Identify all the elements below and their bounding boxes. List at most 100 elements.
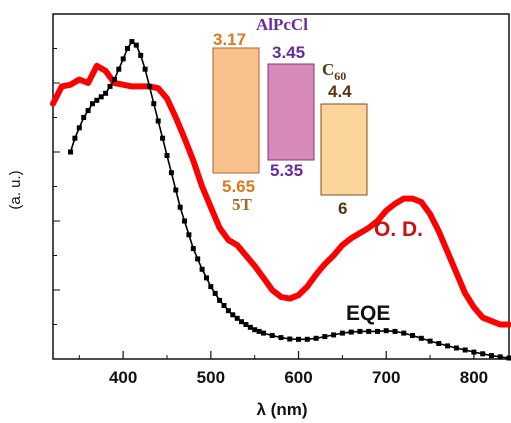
eqe-point <box>296 336 301 342</box>
eqe-point <box>81 115 87 120</box>
eqe-point <box>111 77 117 82</box>
eqe-point <box>147 83 152 89</box>
eqe-point <box>269 333 275 338</box>
band-c60 <box>320 103 368 196</box>
eqe-point <box>212 290 218 296</box>
eqe-point <box>287 336 293 342</box>
eqe-point <box>462 347 468 353</box>
eqe-point <box>125 46 130 51</box>
eqe-series-label: EQE <box>346 302 390 325</box>
eqe-point <box>85 108 91 114</box>
eqe-point <box>177 204 183 210</box>
eqe-point <box>366 328 372 334</box>
eqe-point <box>208 284 214 290</box>
x-tick-label-400: 400 <box>109 368 137 387</box>
eqe-point <box>190 246 196 252</box>
eqe-point <box>497 354 503 360</box>
eqe-point <box>436 341 442 346</box>
material-c60-base: C <box>322 60 334 79</box>
eqe-point <box>133 42 139 48</box>
eqe-point <box>375 328 380 334</box>
energy-level-inset: 3.17 5.65 5T AlPcCl 3.45 5.35 C60 4.4 6 <box>212 15 368 218</box>
material-5t-name: 5T <box>232 195 253 214</box>
eqe-point <box>445 343 451 349</box>
homo-alpccl-label: 5.35 <box>270 161 303 180</box>
eqe-point <box>199 266 205 272</box>
eqe-point <box>164 153 170 158</box>
eqe-point <box>247 324 253 330</box>
eqe-point <box>72 135 78 141</box>
eqe-point <box>68 149 73 155</box>
eqe-point <box>357 328 363 334</box>
eqe-point <box>392 328 398 334</box>
band-alpccl <box>267 63 315 161</box>
eqe-point <box>239 319 244 325</box>
eqe-point <box>90 101 95 107</box>
eqe-point <box>278 335 284 341</box>
y-axis-title: (a. u.) <box>7 170 24 209</box>
eqe-point <box>427 338 433 344</box>
eqe-point <box>155 118 161 124</box>
eqe-point <box>107 83 113 89</box>
eqe-point <box>313 335 319 341</box>
material-alpccl-name: AlPcCl <box>256 15 308 34</box>
od-series-label: O. D. <box>374 218 423 241</box>
eqe-point <box>418 335 424 341</box>
eqe-point <box>261 330 266 336</box>
eqe-point <box>151 101 157 107</box>
lumo-alpccl-label: 3.45 <box>272 43 305 62</box>
eqe-point <box>410 333 415 338</box>
series-layer <box>50 39 511 361</box>
x-tick-label-600: 600 <box>284 368 312 387</box>
eqe-point <box>383 328 389 334</box>
homo-c60-label: 6 <box>338 199 347 218</box>
eqe-point <box>103 90 109 96</box>
eqe-point <box>304 336 310 342</box>
eqe-point <box>94 97 100 103</box>
x-tick-label-700: 700 <box>372 368 400 387</box>
eqe-point <box>204 275 209 281</box>
eqe-point <box>348 329 354 335</box>
y-axis-ticks <box>53 13 60 360</box>
eqe-point <box>480 351 486 357</box>
eqe-point <box>173 187 179 193</box>
eqe-point <box>98 94 104 100</box>
od-series-line <box>50 62 511 328</box>
x-tick-label-500: 500 <box>197 368 225 387</box>
eqe-point <box>217 297 223 303</box>
eqe-point <box>129 39 135 45</box>
lumo-c60-label: 4.4 <box>328 82 352 101</box>
eqe-point <box>138 52 144 58</box>
eqe-point <box>243 322 249 327</box>
eqe-point <box>225 308 231 314</box>
eqe-point <box>489 353 494 359</box>
homo-5t-label: 5.65 <box>222 177 255 196</box>
eqe-point <box>506 355 511 361</box>
eqe-point <box>471 349 477 355</box>
eqe-point <box>186 232 192 238</box>
eqe-point <box>182 218 187 224</box>
eqe-point <box>120 56 126 62</box>
x-axis-title: λ (nm) <box>257 400 308 419</box>
eqe-point <box>453 345 459 351</box>
eqe-point <box>195 256 201 262</box>
eqe-point <box>331 332 337 338</box>
eqe-point <box>256 328 262 334</box>
material-c60-subscript: 60 <box>334 69 346 83</box>
eqe-point <box>168 170 174 176</box>
eqe-point <box>252 327 258 333</box>
eqe-point <box>230 312 236 318</box>
eqe-point <box>142 66 148 72</box>
eqe-point <box>401 330 407 336</box>
eqe-point <box>234 315 240 321</box>
band-5t <box>212 47 260 174</box>
eqe-point <box>322 334 328 340</box>
x-axis-ticks: 400 500 600 700 800 <box>78 351 488 387</box>
x-tick-label-800: 800 <box>460 368 488 387</box>
eqe-point <box>221 303 227 308</box>
eqe-point <box>76 125 82 131</box>
material-c60-name: C60 <box>322 60 346 83</box>
eqe-point <box>116 66 122 72</box>
eqe-point <box>160 135 166 141</box>
